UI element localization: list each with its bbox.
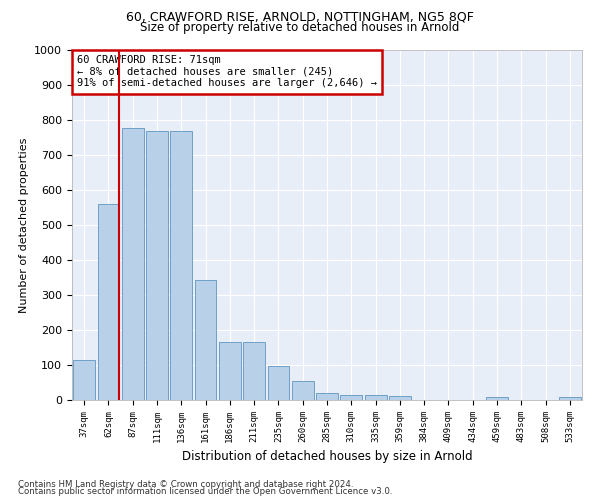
Bar [340,395,362,400]
Bar [243,342,265,400]
Bar [194,280,217,400]
Bar [146,130,168,400]
Bar [268,366,289,400]
Text: Size of property relative to detached houses in Arnold: Size of property relative to detached ho… [140,21,460,34]
Bar [486,396,508,400]
Bar [389,396,411,400]
Bar [170,130,192,400]
Text: 60, CRAWFORD RISE, ARNOLD, NOTTINGHAM, NG5 8QF: 60, CRAWFORD RISE, ARNOLD, NOTTINGHAM, N… [126,11,474,24]
Text: Contains HM Land Registry data © Crown copyright and database right 2024.: Contains HM Land Registry data © Crown c… [18,480,353,489]
Text: 60 CRAWFORD RISE: 71sqm
← 8% of detached houses are smaller (245)
91% of semi-de: 60 CRAWFORD RISE: 71sqm ← 8% of detached… [77,55,377,88]
Bar [292,382,314,400]
Text: Contains public sector information licensed under the Open Government Licence v3: Contains public sector information licen… [18,487,392,496]
Bar [122,128,143,400]
Bar [73,360,95,400]
Bar [219,342,241,400]
Bar [365,395,386,400]
Bar [316,393,338,400]
Bar [559,396,581,400]
Y-axis label: Number of detached properties: Number of detached properties [19,138,29,312]
X-axis label: Distribution of detached houses by size in Arnold: Distribution of detached houses by size … [182,450,472,464]
Bar [97,204,119,400]
